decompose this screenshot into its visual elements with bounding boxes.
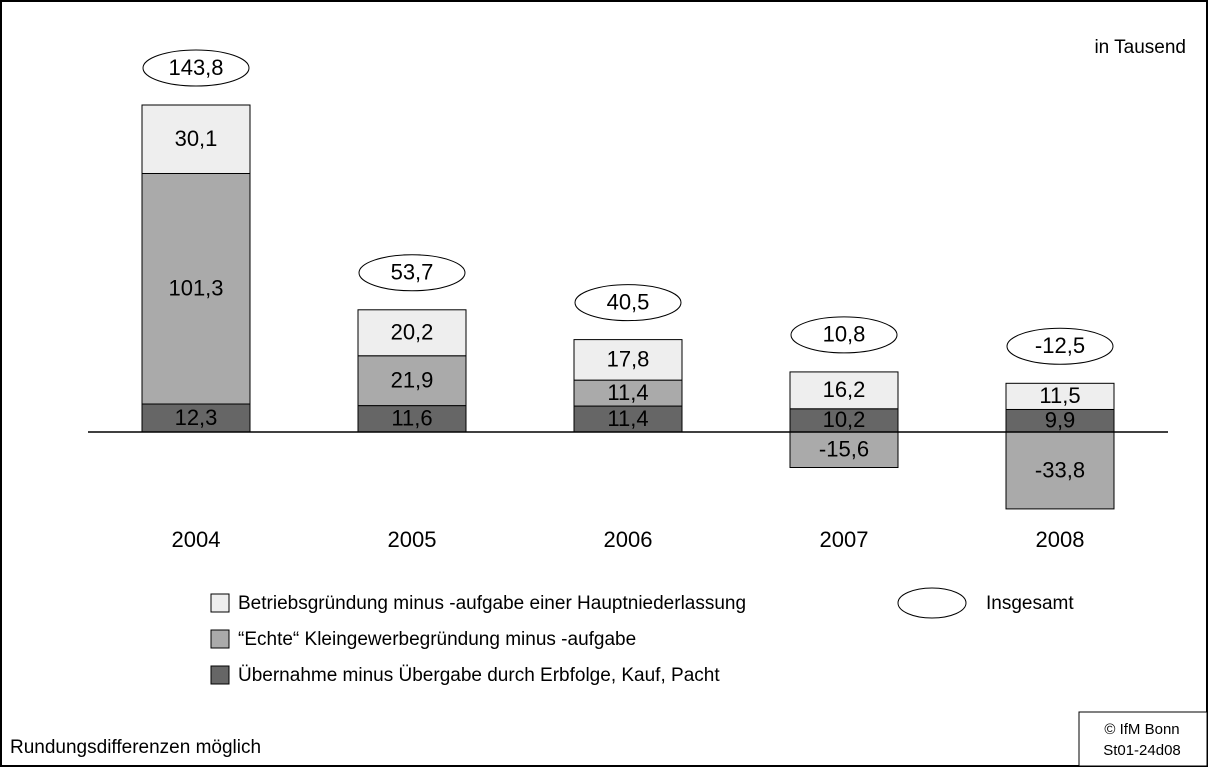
- data-label: 10,2: [823, 407, 866, 432]
- source: © IfM Bonn: [1104, 721, 1179, 738]
- x-tick-label: 2008: [1036, 527, 1085, 552]
- bar-segment: [357, 355, 467, 407]
- source-box: [1078, 711, 1208, 767]
- bar-segment: [789, 431, 899, 468]
- bar-segment: [573, 379, 683, 407]
- total-ellipse: [790, 316, 898, 354]
- data-label: 12,3: [175, 405, 218, 430]
- bar-segment: [141, 172, 251, 405]
- legend-label: Betriebsgründung minus -aufgabe einer Ha…: [238, 593, 746, 614]
- legend-label: Übernahme minus Übergabe durch Erbfolge,…: [238, 665, 720, 686]
- data-label: -15,6: [819, 437, 869, 462]
- total-ellipse: [358, 254, 466, 292]
- data-label: 30,1: [175, 126, 218, 151]
- bar-segment: [141, 104, 251, 174]
- bar-segment: [789, 371, 899, 410]
- data-label: 11,4: [607, 380, 648, 405]
- legend-swatch: [210, 593, 230, 613]
- source: St01-24d08: [1103, 742, 1181, 759]
- total-label: 53,7: [391, 260, 434, 285]
- total-label: -12,5: [1035, 333, 1085, 358]
- data-label: 101,3: [168, 276, 223, 301]
- total-label: 10,8: [823, 322, 866, 347]
- data-label: 11,4: [607, 406, 648, 431]
- data-label: 9,9: [1045, 408, 1076, 433]
- x-tick-label: 2006: [604, 527, 653, 552]
- total-label: 40,5: [607, 289, 650, 314]
- legend-swatch: [210, 665, 230, 685]
- x-tick-label: 2005: [388, 527, 437, 552]
- total-ellipse: [142, 49, 250, 87]
- data-label: -33,8: [1035, 457, 1085, 482]
- data-label: 16,2: [823, 377, 866, 402]
- total-ellipse: [574, 284, 682, 322]
- legend-label: Insgesamt: [986, 593, 1074, 614]
- data-label: 17,8: [607, 347, 650, 372]
- x-tick-label: 2004: [172, 527, 221, 552]
- legend-swatch: [210, 629, 230, 649]
- legend-label: “Echte“ Kleingewerbegründung minus -aufg…: [238, 629, 636, 650]
- data-label: 11,6: [391, 406, 432, 431]
- legend-swatch: [897, 587, 967, 619]
- bar-segment: [573, 339, 683, 381]
- bar-segment: [357, 309, 467, 357]
- data-label: 20,2: [391, 320, 434, 345]
- total-label: 143,8: [168, 55, 223, 80]
- x-tick-label: 2007: [820, 527, 869, 552]
- bar-segment: [1005, 382, 1115, 410]
- unit-note: in Tausend: [1094, 37, 1186, 58]
- total-ellipse: [1006, 327, 1114, 365]
- bar-segment: [1005, 431, 1115, 510]
- data-label: 11,5: [1039, 383, 1080, 408]
- footnote: Rundungsdifferenzen möglich: [10, 737, 261, 758]
- data-label: 21,9: [391, 367, 434, 392]
